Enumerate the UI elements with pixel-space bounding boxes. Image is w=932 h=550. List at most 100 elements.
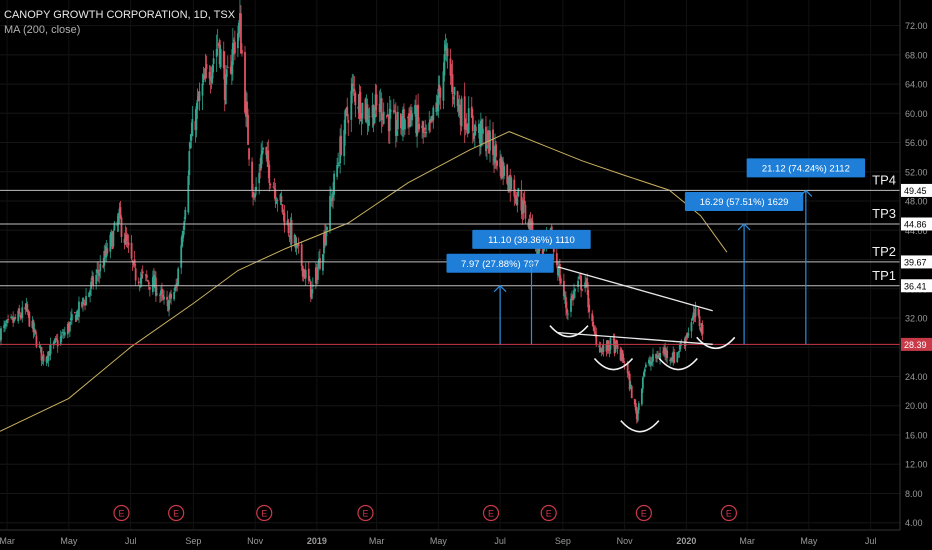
candle-body [643, 368, 646, 372]
candle-body [155, 277, 157, 296]
projection-label-box [472, 229, 591, 249]
earnings-marker-label: E [261, 509, 267, 519]
price-badge-text: 39.67 [904, 257, 927, 267]
candle-body [118, 208, 121, 216]
candle-body [555, 253, 558, 266]
candle-body [251, 161, 253, 191]
candle-body [317, 259, 320, 269]
candle-body [139, 278, 142, 284]
candle-body [692, 312, 695, 319]
candle-body [269, 183, 272, 186]
candle-body [691, 317, 694, 321]
x-tick-label: May [430, 536, 448, 546]
candle-body [430, 116, 433, 122]
projection-arrowhead [525, 261, 538, 269]
candle-body [69, 317, 72, 321]
trendline [557, 331, 713, 345]
candle-body [588, 304, 591, 312]
candle-body [28, 312, 31, 327]
candle-body [507, 183, 510, 191]
candle-body [496, 160, 498, 166]
y-tick-label: 12.00 [905, 460, 928, 470]
candle-body [636, 410, 639, 421]
candle-body [137, 281, 140, 284]
candle-body [701, 324, 704, 335]
candle-body [70, 314, 73, 321]
moving-average-line [0, 131, 728, 432]
candle-body [281, 204, 284, 213]
candle-body [262, 147, 265, 150]
candle-body [652, 354, 654, 362]
candle-body [302, 269, 305, 278]
candle-body [27, 310, 30, 312]
candle-body [495, 144, 497, 157]
candle-body [486, 145, 488, 149]
candle-body [411, 113, 413, 121]
candle-body [678, 350, 681, 353]
candle-body [145, 274, 148, 278]
candle-body [273, 187, 276, 190]
candle-body [382, 111, 385, 124]
y-tick-label: 52.00 [905, 167, 928, 177]
candle-body [562, 280, 565, 297]
candle-body [641, 377, 644, 389]
candle-body [268, 164, 271, 184]
candle-body [408, 113, 410, 127]
candle-body [556, 266, 559, 276]
candle-body [147, 282, 150, 285]
candle-body [39, 346, 42, 348]
candle-body [637, 403, 640, 411]
candle-body [194, 120, 197, 131]
candle-body [11, 317, 14, 319]
candle-body [175, 286, 178, 288]
candle-body [644, 364, 647, 368]
candle-body [156, 293, 158, 295]
candle-body [529, 221, 532, 234]
candle-body [492, 129, 494, 156]
candle-body [63, 332, 66, 336]
target-lines: TP4 TP3 TP2 TP1 [0, 172, 900, 345]
candle-body [26, 304, 29, 313]
candle-body [91, 275, 94, 280]
candle-body [629, 385, 632, 389]
candle-body [209, 77, 212, 81]
candle-body [233, 41, 236, 54]
candle-body [201, 83, 204, 96]
y-tick-label: 64.00 [905, 80, 928, 90]
candle-body [470, 106, 473, 118]
y-tick-label: 56.00 [905, 138, 928, 148]
candle-body [633, 398, 636, 405]
candle-body [509, 174, 512, 191]
candle-body [308, 279, 311, 282]
candle-body [378, 103, 381, 113]
x-tick-label: Mar [369, 536, 385, 546]
candle-body [380, 98, 383, 120]
pattern-arc [593, 357, 634, 371]
candle-body [409, 114, 411, 128]
x-tick-label: Jul [494, 536, 506, 546]
x-tick-label: Jul [125, 536, 137, 546]
candle-body [402, 109, 404, 131]
pattern-arc [658, 357, 698, 371]
candle-body [592, 321, 595, 328]
candle-body [452, 96, 455, 100]
candle-body [210, 76, 213, 83]
candle-body [608, 348, 611, 351]
price-badge [901, 255, 932, 269]
candle-body [134, 268, 137, 281]
candle-body [222, 50, 225, 69]
candle-body [565, 297, 567, 308]
pattern-arc [549, 325, 589, 338]
candle-body [132, 261, 135, 266]
candle-body [690, 322, 693, 332]
candle-body [699, 327, 702, 332]
candle-body [687, 333, 690, 336]
candle-body [357, 106, 360, 110]
candle-body [693, 314, 696, 318]
candle-body [557, 266, 560, 276]
candle-body [587, 289, 590, 308]
candle-body [169, 293, 171, 299]
candle-body [166, 296, 168, 300]
candle-body [294, 236, 297, 249]
